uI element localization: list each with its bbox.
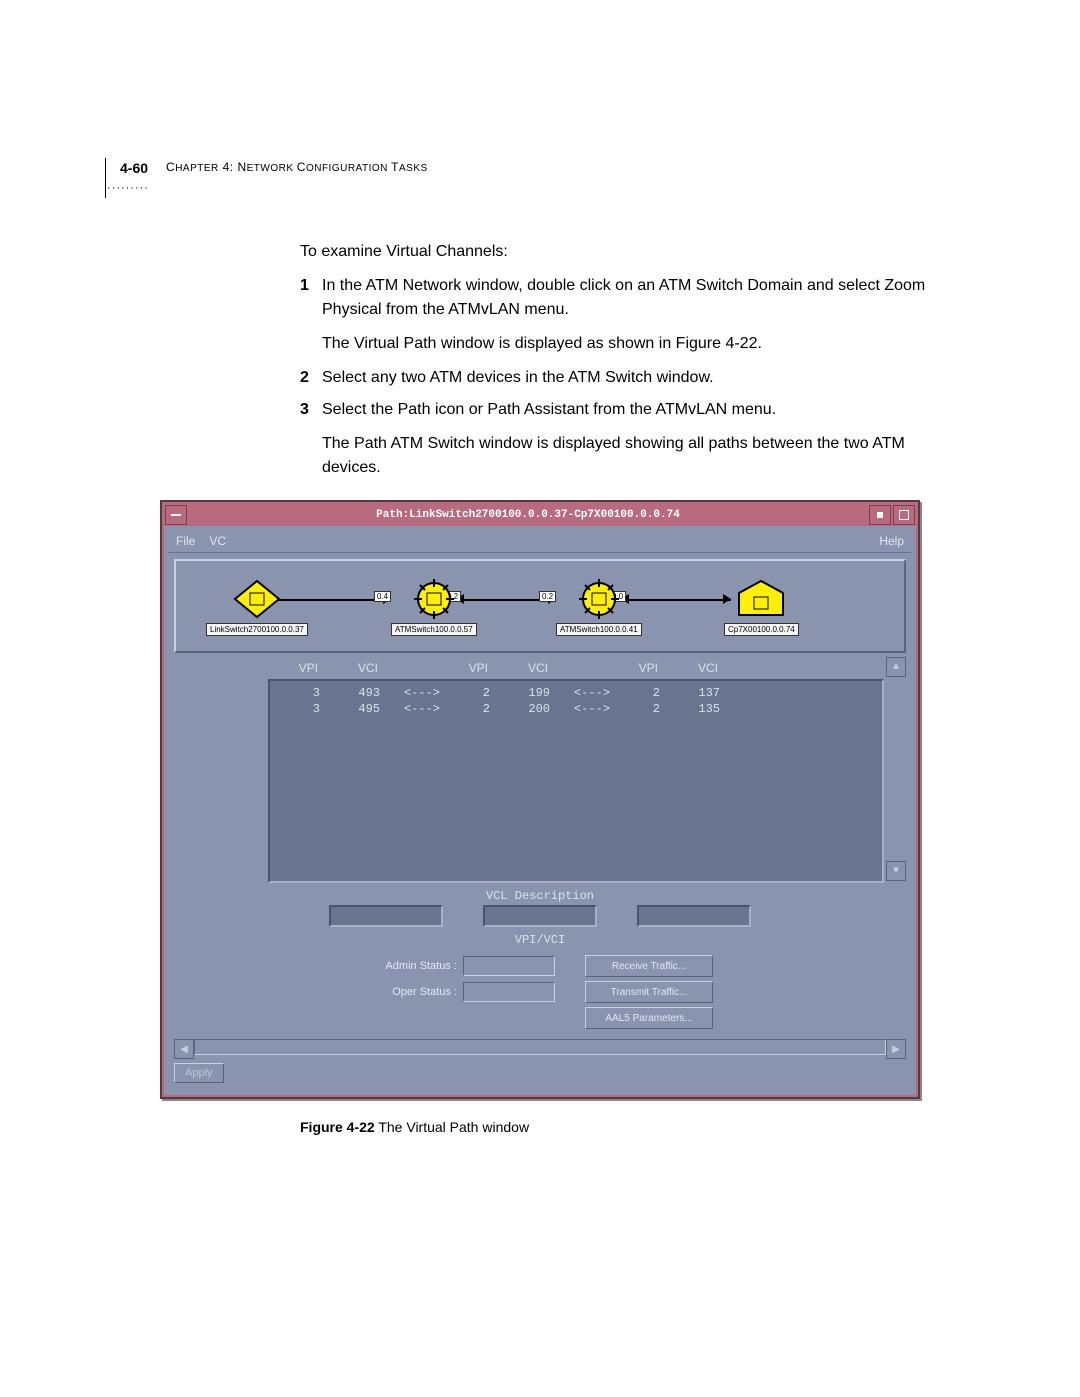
vcl-field[interactable] — [483, 905, 597, 927]
gear-icon — [412, 579, 456, 619]
vcl-fields — [168, 905, 912, 927]
page-number: 4-60 — [120, 160, 148, 176]
section-label-vcl: VCL Description — [168, 889, 912, 903]
menubar: File VC Help — [168, 530, 912, 553]
topology-panel: 0.4 0.2 0.2 0.0 LinkSwitch2700100.0.0.37 — [174, 559, 906, 653]
table-cell: 135 — [660, 701, 720, 717]
table-cell: 137 — [660, 685, 720, 701]
column-header: VCI — [318, 661, 378, 675]
column-header: VCI — [488, 661, 548, 675]
table-cell: 3 — [270, 685, 320, 701]
table-cell: 493 — [320, 685, 380, 701]
topology-node[interactable]: LinkSwitch2700100.0.0.37 — [206, 579, 308, 636]
table-body: 3493<--->2199<--->21373495<--->2200<--->… — [270, 681, 882, 721]
table-cell: 2 — [610, 701, 660, 717]
step-3: 3 Select the Path icon or Path Assistant… — [300, 398, 950, 422]
table-cell: <---> — [380, 701, 440, 717]
scroll-left-icon[interactable]: ◀ — [174, 1039, 194, 1059]
body-text: To examine Virtual Channels: 1 In the AT… — [300, 240, 950, 480]
scroll-down-icon[interactable]: ▼ — [886, 861, 906, 881]
column-header: VPI — [438, 661, 488, 675]
column-header: VCI — [658, 661, 718, 675]
window-title: Path:LinkSwitch2700100.0.0.37-Cp7X00100.… — [188, 509, 868, 521]
step-2: 2 Select any two ATM devices in the ATM … — [300, 366, 950, 390]
table-cell: 3 — [270, 701, 320, 717]
vcl-field[interactable] — [329, 905, 443, 927]
window-frame: Path:LinkSwitch2700100.0.0.37-Cp7X00100.… — [160, 500, 920, 1099]
menu-file[interactable]: File — [176, 534, 195, 548]
data-panel: 3493<--->2199<--->21373495<--->2200<--->… — [268, 679, 884, 883]
admin-status-label: Admin Status : — [367, 960, 463, 972]
section-label-vpivci: VPI/VCI — [168, 933, 912, 947]
node-label: ATMSwitch100.0.0.41 — [556, 623, 642, 636]
horizontal-scrollbar[interactable]: ◀ ▶ — [174, 1039, 906, 1055]
table-cell: <---> — [550, 685, 610, 701]
figure-number: Figure 4-22 — [300, 1119, 375, 1135]
column-header: VPI — [608, 661, 658, 675]
vertical-scrollbar[interactable]: ▲ ▼ — [886, 657, 906, 881]
menu-help[interactable]: Help — [879, 534, 904, 548]
column-header: VPI — [268, 661, 318, 675]
maximize-button[interactable] — [893, 505, 915, 525]
figure-caption: Figure 4-22 The Virtual Path window — [300, 1119, 960, 1135]
vcl-field[interactable] — [637, 905, 751, 927]
scroll-track[interactable] — [194, 1039, 886, 1055]
table-cell: 200 — [490, 701, 550, 717]
chapter-title: CHAPTER 4: NETWORK CONFIGURATION TASKS — [166, 160, 428, 174]
window-body: File VC Help 0.4 — [164, 526, 916, 1095]
node-label: LinkSwitch2700100.0.0.37 — [206, 623, 308, 636]
intro-line: To examine Virtual Channels: — [300, 240, 950, 264]
topology-node[interactable]: ATMSwitch100.0.0.41 — [556, 579, 642, 636]
oper-status-field[interactable] — [463, 982, 555, 1002]
apply-button[interactable]: Apply — [174, 1063, 224, 1083]
diamond-icon — [233, 579, 281, 619]
table-cell: <---> — [380, 685, 440, 701]
port-label: 0.4 — [374, 591, 391, 602]
menu-vc[interactable]: VC — [209, 534, 226, 548]
column-header — [378, 661, 438, 675]
topology-node[interactable]: Cp7X00100.0.0.74 — [724, 579, 799, 636]
header-rule — [105, 158, 106, 198]
minimize-button[interactable] — [869, 505, 891, 525]
table-cell: 2 — [610, 685, 660, 701]
table-cell: 199 — [490, 685, 550, 701]
table-cell: <---> — [550, 701, 610, 717]
gear-icon — [577, 579, 621, 619]
figure-screenshot: Path:LinkSwitch2700100.0.0.37-Cp7X00100.… — [160, 500, 920, 1099]
table-cell: 495 — [320, 701, 380, 717]
titlebar[interactable]: Path:LinkSwitch2700100.0.0.37-Cp7X00100.… — [164, 504, 916, 526]
port-label: 0.2 — [539, 591, 556, 602]
header-dots: ········· — [107, 182, 149, 194]
after-step3: The Path ATM Switch window is displayed … — [322, 432, 950, 480]
table-row[interactable]: 3493<--->2199<--->2137 — [270, 685, 882, 701]
step-1: 1 In the ATM Network window, double clic… — [300, 274, 950, 322]
aal5-parameters-button[interactable]: AAL5 Parameters... — [585, 1007, 713, 1029]
topology-node[interactable]: ATMSwitch100.0.0.57 — [391, 579, 477, 636]
column-header — [548, 661, 608, 675]
form-area: Admin Status : Oper Status : Receive Tra… — [168, 951, 912, 1033]
table-header-row: VPIVCIVPIVCIVPIVCI — [268, 655, 884, 678]
figure-title: The Virtual Path window — [375, 1119, 529, 1135]
page-header: 4-60 CHAPTER 4: NETWORK CONFIGURATION TA… — [120, 160, 428, 176]
node-label: ATMSwitch100.0.0.57 — [391, 623, 477, 636]
node-label: Cp7X00100.0.0.74 — [724, 623, 799, 636]
admin-status-field[interactable] — [463, 956, 555, 976]
table-cell: 2 — [440, 685, 490, 701]
scroll-up-icon[interactable]: ▲ — [886, 657, 906, 677]
window-menu-button[interactable] — [165, 505, 187, 525]
table-cell: 2 — [440, 701, 490, 717]
transmit-traffic-button[interactable]: Transmit Traffic... — [585, 981, 713, 1003]
table-row[interactable]: 3495<--->2200<--->2135 — [270, 701, 882, 717]
after-step1: The Virtual Path window is displayed as … — [322, 332, 950, 356]
receive-traffic-button[interactable]: Receive Traffic... — [585, 955, 713, 977]
scroll-right-icon[interactable]: ▶ — [886, 1039, 906, 1059]
oper-status-label: Oper Status : — [367, 986, 463, 998]
house-icon — [735, 579, 787, 619]
